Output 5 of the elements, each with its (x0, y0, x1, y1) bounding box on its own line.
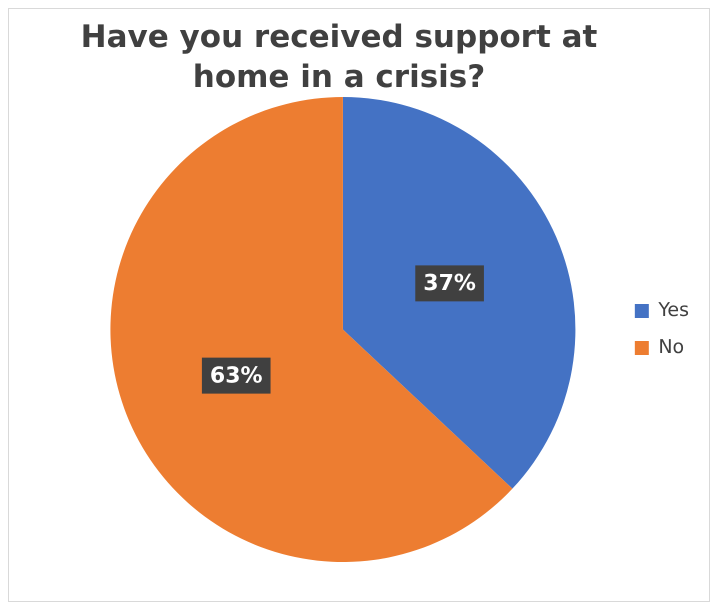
chart-title: Have you received support at home in a crisis? (80, 18, 598, 97)
data-label: 37% (423, 271, 476, 296)
data-label: 63% (210, 363, 263, 388)
legend-label: No (658, 336, 684, 358)
legend-label: Yes (657, 298, 689, 321)
